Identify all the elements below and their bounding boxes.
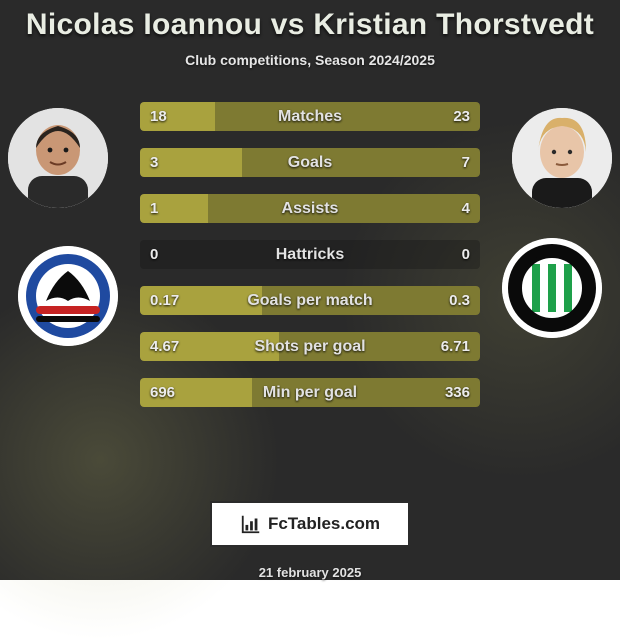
player-right-avatar — [512, 108, 612, 208]
stat-row: 37Goals — [140, 148, 480, 177]
stat-left-value: 0 — [150, 240, 158, 269]
stat-bars: 1823Matches 37Goals 14Assists 0 0Hattricks 0.… — [140, 102, 480, 407]
club-left-crest — [18, 246, 118, 346]
stat-right-value: 0 — [462, 240, 470, 269]
stat-row: 4.676.71Shots per goal — [140, 332, 480, 361]
stat-row: 14Assists — [140, 194, 480, 223]
bar-right — [242, 148, 480, 177]
bar-right — [208, 194, 480, 223]
brand-text: FcTables.com — [268, 514, 380, 534]
bar-left — [140, 332, 279, 361]
stat-row: 696336Min per goal — [140, 378, 480, 407]
bar-right — [279, 332, 480, 361]
bar-left — [140, 378, 252, 407]
bar-left — [140, 148, 242, 177]
avatar-left-icon — [8, 108, 108, 208]
player-left-avatar — [8, 108, 108, 208]
bar-right — [215, 102, 480, 131]
comparison-panel: 1823Matches 37Goals 14Assists 0 0Hattricks 0.… — [0, 98, 620, 481]
footer-date: 21 february 2025 — [259, 565, 362, 580]
stat-row: 1823Matches — [140, 102, 480, 131]
bar-right — [262, 286, 480, 315]
bar-left — [140, 194, 208, 223]
crest-right-icon — [502, 238, 602, 338]
crest-left-icon — [18, 246, 118, 346]
page-subtitle: Club competitions, Season 2024/2025 — [185, 52, 435, 68]
stat-row: 0.170.3Goals per match — [140, 286, 480, 315]
stat-row: 0 0Hattricks — [140, 240, 480, 269]
bar-right — [252, 378, 480, 407]
bar-left — [140, 102, 215, 131]
stat-label: Hattricks — [140, 240, 480, 269]
avatar-right-icon — [512, 108, 612, 208]
brand-badge: FcTables.com — [210, 501, 410, 547]
club-right-crest — [502, 238, 602, 338]
page-title: Nicolas Ioannou vs Kristian Thorstvedt — [26, 8, 594, 42]
bar-left — [140, 286, 262, 315]
chart-icon — [240, 513, 262, 535]
